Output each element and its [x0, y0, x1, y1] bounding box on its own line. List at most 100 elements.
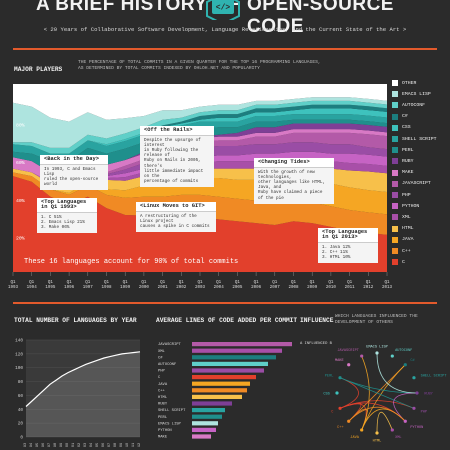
x-tick-label-quarter: Q1 [384, 281, 390, 285]
subtitle: < 20 Years of Collaborative Software Dev… [43, 26, 407, 33]
legend-label: C++ [402, 248, 411, 254]
major-players-footnote: These 16 languages account for 90% of to… [24, 258, 239, 266]
languages-area [26, 351, 140, 437]
influence-node [412, 376, 416, 380]
legend-item: JAVASCRIPT [392, 180, 444, 189]
code-logo-icon: </> [206, 0, 240, 20]
callout-off-the-rails: <Off the Rails> Despite the upsurge of i… [140, 126, 214, 187]
top-divider [13, 48, 437, 50]
influence-node-label: PERL [325, 374, 334, 378]
legend-label: SHELL SCRIPT [402, 136, 437, 142]
legend-label: MAKE [402, 170, 414, 176]
bar-emacs-lisp [192, 421, 218, 426]
x-tick-label-year: 2009 [307, 286, 318, 290]
influence-node [347, 419, 351, 423]
influence-node-label: HTML [373, 440, 382, 444]
x-tick-label-quarter: Q1 [272, 281, 278, 285]
legend-swatch [392, 192, 398, 198]
legend-swatch [392, 225, 398, 232]
callout-row: little immediate impact on the [144, 168, 204, 179]
bar-category-label: PYTHON [158, 429, 172, 433]
x-tick-label-quarter: Q1 [67, 281, 73, 285]
bar-c [192, 375, 256, 380]
x-tick-label-year: 2008 [288, 286, 299, 290]
x-tick-label-quarter: Q1 [235, 281, 241, 285]
bar-perl [192, 414, 222, 419]
legend-label: C [402, 259, 405, 265]
x-tick-label-quarter: Q1 [347, 281, 353, 285]
influence-node [403, 419, 407, 423]
major-players-description: THE PERCENTAGE OF TOTAL COMMITS IN A GIV… [78, 60, 321, 71]
callout-row: 3. HTML 10% [322, 255, 351, 261]
callout-row: A restructuring of the Linux project [140, 214, 197, 225]
influence-node-label: PHP [421, 411, 427, 415]
languages-x-tick: 98 [54, 443, 58, 447]
legend-item: EMACS LISP [392, 90, 444, 99]
legend-label: PYTHON [402, 203, 420, 209]
influence-node-label: C [331, 411, 333, 415]
legend-swatch [392, 158, 398, 165]
languages-x-tick: 97 [48, 443, 52, 447]
x-tick-label-quarter: Q1 [160, 281, 166, 285]
legend-label: PHP [402, 192, 411, 198]
y-axis-label: 100% [16, 85, 28, 91]
bar-category-label: C++ [158, 389, 166, 393]
bar-make [192, 434, 211, 439]
bar-c- [192, 355, 276, 360]
influence-node [375, 351, 379, 355]
x-tick-label-quarter: Q1 [366, 281, 372, 285]
x-tick-label-year: 2006 [251, 286, 262, 290]
bar-php [192, 368, 264, 373]
influence-link [348, 406, 406, 422]
bar-category-label: C# [158, 356, 163, 360]
influence-link [339, 377, 418, 394]
bar-c- [192, 388, 247, 393]
x-tick-label-quarter: Q1 [10, 281, 16, 285]
legend-swatch [392, 180, 398, 187]
title-right: OPEN-SOURCE CODE [247, 0, 394, 37]
influence-node [338, 376, 342, 380]
callout-linux-git: <Linux Moves to GIT> A restructuring of … [136, 202, 216, 233]
bar-category-label: PHP [158, 370, 166, 374]
bar-ruby [192, 401, 232, 406]
area-series-shell-script [13, 114, 387, 162]
legend-item: SHELL SCRIPT [392, 135, 444, 144]
callout-row: ruled the open-source world [44, 177, 99, 188]
legend-swatch [392, 147, 398, 154]
x-tick-label-quarter: Q1 [216, 281, 222, 285]
y-axis-label: 40% [16, 198, 25, 204]
x-tick-label-quarter: Q1 [29, 281, 35, 285]
area-series-other [13, 84, 387, 122]
languages-y-tick: 20 [18, 422, 24, 427]
callout-row: 2. C++ 11% [322, 250, 348, 256]
callout-row: 3. Make 06% [41, 225, 70, 231]
x-tick-label-year: 1993 [8, 286, 19, 290]
avg-lines-title: AVERAGE LINES OF CODE ADDED PER COMMIT [156, 317, 298, 324]
influence-node [360, 428, 364, 432]
influence-node-label: C++ [337, 426, 343, 430]
callout-linux-title: <Linux Moves to GIT> [136, 202, 216, 213]
bar-autoconf [192, 361, 268, 366]
x-tick-label-year: 2007 [270, 286, 281, 290]
callout-row: in Ruby following the release of [144, 148, 199, 159]
callout-row: In 1993, C and Emacs Lisp [44, 167, 96, 178]
bar-category-label: SHELL SCRIPT [158, 409, 186, 413]
x-tick-label-year: 2000 [139, 286, 150, 290]
languages-y-tick: 60 [18, 394, 24, 399]
x-tick-label-year: 2013 [382, 286, 393, 290]
languages-x-tick: 04 [90, 443, 94, 447]
influence-node-label: RUBY [424, 393, 433, 397]
influence-node-label: CSS [323, 393, 329, 397]
legend-label: EMACS LISP [402, 91, 431, 97]
languages-x-tick: 05 [96, 443, 100, 447]
legend-item: C++ [392, 247, 444, 256]
callout-row: 2. Emacs Lisp 21% [41, 220, 85, 226]
x-tick-label-quarter: Q1 [123, 281, 129, 285]
x-tick-label-year: 2004 [214, 286, 225, 290]
influence-node-label: C# [410, 359, 415, 363]
influence-node [335, 391, 339, 395]
influence-node [338, 406, 342, 410]
bar-javascript [192, 342, 292, 347]
